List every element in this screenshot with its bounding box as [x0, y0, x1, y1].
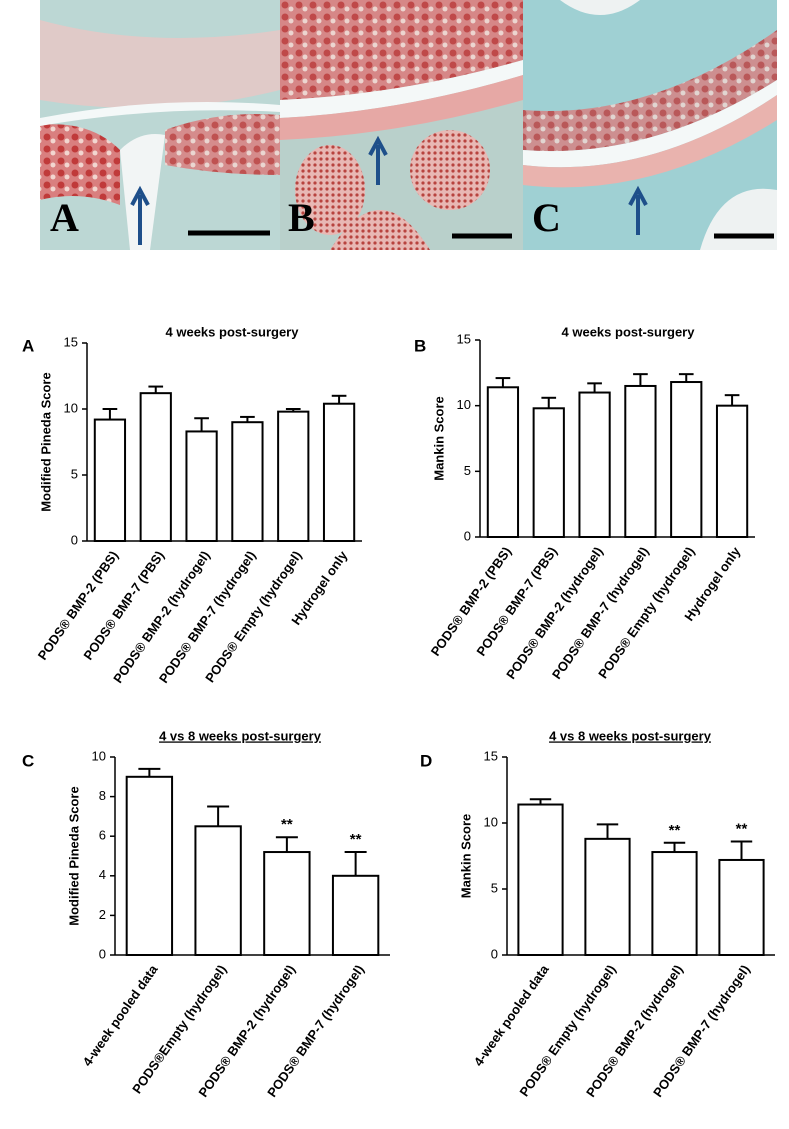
x-tick-label: 4-week pooled data: [471, 961, 553, 1068]
y-tick-label: 15: [457, 331, 471, 346]
y-tick-label: 6: [99, 828, 106, 843]
bar: [532, 407, 565, 538]
y-tick-label: 4: [99, 867, 106, 882]
y-tick-label: 5: [491, 880, 498, 895]
significance-label: **: [350, 831, 362, 848]
chart-title: 4 weeks post-surgery: [166, 324, 300, 339]
y-tick-label: 10: [457, 397, 471, 412]
bar: [670, 381, 703, 538]
bar: [93, 418, 127, 542]
significance-label: **: [669, 822, 681, 839]
x-tick-label: 4-week pooled data: [80, 961, 162, 1068]
y-axis-label: Modified Pineda Score: [38, 372, 53, 511]
x-tick-label: PODS® BMP-7 (PBS): [80, 548, 167, 663]
bar: [125, 775, 174, 956]
y-tick-label: 10: [92, 748, 106, 763]
bar: [263, 851, 311, 956]
y-tick-label: 0: [491, 946, 498, 961]
panel-label: A: [22, 336, 34, 355]
bar: [718, 858, 765, 957]
bar: [139, 392, 172, 542]
y-tick-label: 10: [484, 814, 498, 829]
bar: [231, 421, 264, 543]
y-axis-label: Mankin Score: [431, 396, 446, 481]
photo-label: A: [50, 195, 79, 240]
y-tick-label: 15: [64, 334, 78, 349]
bar: [584, 837, 631, 957]
bar: [486, 386, 520, 538]
bar: [578, 391, 611, 538]
y-axis-label: Mankin Score: [458, 814, 473, 899]
y-tick-label: 5: [71, 466, 78, 481]
x-tick-label: PODS® BMP-2 (PBS): [35, 548, 122, 663]
bar: [651, 851, 698, 956]
photo-label: B: [288, 195, 315, 240]
photo-a: [40, 0, 280, 250]
y-tick-label: 5: [464, 463, 471, 478]
panel-label: C: [22, 751, 34, 770]
bar: [331, 874, 380, 956]
y-axis-label: Modified Pineda Score: [66, 786, 81, 925]
chart-title: 4 weeks post-surgery: [562, 324, 696, 339]
chart-title: 4 vs 8 weeks post-surgery: [159, 728, 322, 743]
photo-label: C: [532, 195, 561, 240]
bar: [322, 402, 356, 542]
y-tick-label: 0: [464, 528, 471, 543]
bar: [517, 803, 564, 957]
chart-title: 4 vs 8 weeks post-surgery: [549, 728, 712, 743]
panel-label: D: [420, 751, 432, 770]
y-tick-label: 8: [99, 788, 106, 803]
bar: [185, 430, 218, 542]
y-tick-label: 10: [64, 400, 78, 415]
bar: [624, 384, 657, 539]
panel-label: B: [414, 336, 426, 355]
y-tick-label: 15: [484, 748, 498, 763]
significance-label: **: [736, 820, 748, 837]
photo-b: [280, 0, 523, 250]
significance-label: **: [281, 816, 293, 833]
y-tick-label: 0: [71, 532, 78, 547]
x-tick-label: PODS® BMP-2 (PBS): [428, 544, 515, 659]
photo-c: [523, 0, 777, 250]
y-tick-label: 0: [99, 946, 106, 961]
y-tick-label: 2: [99, 907, 106, 922]
bar: [194, 825, 242, 956]
bar: [277, 410, 310, 543]
x-tick-label: PODS® BMP-7 (PBS): [473, 544, 560, 659]
bar: [715, 404, 749, 538]
